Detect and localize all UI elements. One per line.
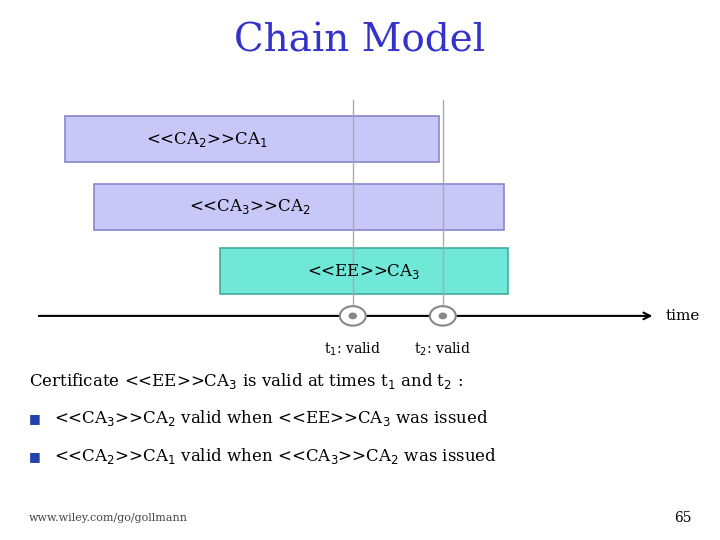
Text: ■: ■ (29, 412, 40, 425)
Text: Certificate <<EE>>CA$_3$ is valid at times t$_1$ and t$_2$ :: Certificate <<EE>>CA$_3$ is valid at tim… (29, 370, 463, 391)
Text: <<CA$_3$>>CA$_2$: <<CA$_3$>>CA$_2$ (189, 197, 310, 216)
Bar (65, 116, 439, 162)
Text: t$_1$: valid: t$_1$: valid (324, 340, 382, 357)
Bar (220, 248, 508, 294)
Circle shape (439, 313, 446, 319)
Circle shape (430, 306, 456, 326)
Text: <<CA$_2$>>CA$_1$ valid when <<CA$_3$>>CA$_2$ was issued: <<CA$_2$>>CA$_1$ valid when <<CA$_3$>>CA… (54, 446, 497, 467)
Text: 65: 65 (674, 511, 691, 525)
Text: <<CA$_2$>>CA$_1$: <<CA$_2$>>CA$_1$ (146, 130, 268, 148)
Text: <<CA$_3$>>CA$_2$ valid when <<EE>>CA$_3$ was issued: <<CA$_3$>>CA$_2$ valid when <<EE>>CA$_3$… (54, 408, 488, 429)
Text: ■: ■ (29, 450, 40, 463)
Circle shape (340, 306, 366, 326)
Bar (94, 184, 504, 230)
Text: www.wiley.com/go/gollmann: www.wiley.com/go/gollmann (29, 514, 188, 523)
Text: time: time (666, 309, 701, 323)
Circle shape (349, 313, 356, 319)
Text: <<EE>>CA$_3$: <<EE>>CA$_3$ (307, 262, 420, 281)
Text: Chain Model: Chain Model (235, 22, 485, 59)
Text: t$_2$: valid: t$_2$: valid (414, 340, 472, 357)
